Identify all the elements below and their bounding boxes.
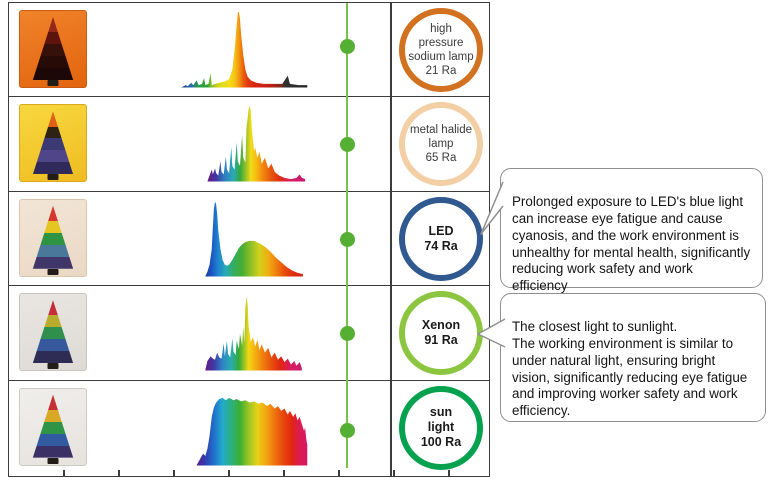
rating-dot — [339, 136, 355, 152]
ra-value: 74 Ra — [424, 238, 458, 253]
pyramid-base — [47, 363, 59, 370]
rating-dot — [339, 38, 355, 54]
color-pyramid — [32, 17, 74, 80]
spectrum-curve — [207, 105, 306, 182]
spectrum-curve — [205, 201, 303, 277]
spectrum-chart — [205, 201, 303, 277]
rating-dot — [339, 325, 355, 341]
ra-value: 65 Ra — [425, 152, 457, 165]
pyramid-photo — [19, 10, 87, 88]
spectrum-curve — [181, 11, 308, 88]
color-pyramid — [32, 111, 74, 175]
ra-value: 21 Ra — [425, 65, 457, 78]
led-callout-tail — [480, 181, 504, 235]
pyramid-photo — [19, 104, 87, 183]
pyramid-base — [47, 268, 59, 275]
rating-circle: LED 74 Ra — [399, 196, 483, 281]
row-high-pressure-sodium-lamp: high pressure sodium lamp 21 Ra — [9, 3, 489, 98]
axis-tick — [393, 470, 395, 477]
row-led: LED 74 Ra — [9, 192, 489, 287]
lamp-label: metal halide lamp — [409, 124, 472, 151]
lamp-label: sun light — [427, 404, 455, 434]
row-sun-light: sun light 100 Ra — [9, 381, 489, 475]
rating-dot — [339, 231, 355, 247]
row-metal-halide-lamp: metal halide lamp 65 Ra — [9, 97, 489, 192]
spectrum-chart — [196, 397, 308, 466]
lamp-label: Xenon — [421, 317, 461, 332]
ra-value: 100 Ra — [420, 435, 462, 450]
pyramid-photo — [19, 198, 87, 277]
xenon-benefit-callout: The closest light to sunlight. The worki… — [500, 293, 766, 422]
color-pyramid — [32, 300, 74, 364]
axis-tick — [63, 470, 65, 477]
row-xenon: Xenon 91 Ra — [9, 286, 489, 381]
color-pyramid — [32, 394, 74, 458]
axis-tick — [118, 470, 120, 477]
spectrum-chart — [181, 11, 308, 88]
lamp-label: high pressure sodium lamp — [408, 22, 474, 63]
lamp-label: LED — [428, 223, 454, 238]
pyramid-photo — [19, 293, 87, 372]
axis-tick — [338, 470, 340, 477]
led-warning-callout: Prolonged exposure to LED's blue light c… — [500, 168, 763, 293]
rating-circle: metal halide lamp 65 Ra — [399, 102, 483, 187]
pyramid-photo — [19, 387, 87, 466]
rating-dot — [339, 422, 355, 438]
axis-tick — [173, 470, 175, 477]
led-warning-text: Prolonged exposure to LED's blue light c… — [512, 193, 751, 294]
axis-tick — [283, 470, 285, 477]
xenon-benefit-text: The closest light to sunlight. The worki… — [512, 318, 748, 419]
rating-circle: high pressure sodium lamp 21 Ra — [399, 8, 483, 92]
column-divider — [390, 3, 392, 476]
xenon-callout-tail — [477, 318, 506, 348]
spectrum-curve — [196, 397, 308, 466]
pyramid-base — [47, 80, 59, 86]
ra-value: 91 Ra — [424, 333, 458, 348]
spectrum-chart — [205, 297, 302, 371]
axis-tick — [448, 470, 450, 477]
pyramid-base — [47, 174, 59, 181]
pyramid-base — [47, 457, 59, 464]
axis-tick — [228, 470, 230, 477]
color-pyramid — [32, 205, 74, 269]
comparison-table: high pressure sodium lamp 21 Ra metal ha… — [8, 2, 490, 477]
rating-circle: sun light 100 Ra — [399, 385, 483, 470]
spectrum-curve — [205, 297, 302, 371]
spectrum-chart — [207, 105, 306, 182]
rating-circle: Xenon 91 Ra — [399, 291, 483, 376]
